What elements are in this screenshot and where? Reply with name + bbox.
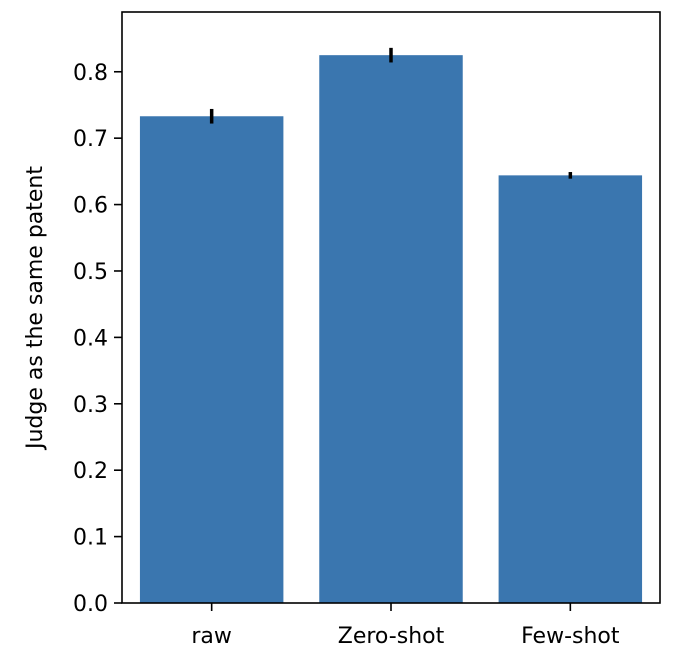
x-axis: raw Zero-shot Few-shot (191, 603, 620, 649)
bars-group (139, 55, 643, 604)
y-tick-label-5: 0.5 (73, 260, 108, 285)
y-tick-label-6: 0.6 (73, 194, 108, 219)
y-tick-label-0: 0.0 (73, 592, 108, 617)
y-axis: 0.0 0.1 0.2 0.3 0.4 0.5 0.6 0.7 0.8 (73, 61, 122, 617)
y-axis-label: Judge as the same patent (23, 166, 48, 451)
x-tick-label-0: raw (191, 624, 232, 649)
plot-frame (121, 11, 661, 604)
x-tick-label-1: Zero-shot (338, 624, 445, 649)
bar-2 (498, 175, 643, 604)
y-tick-label-7: 0.7 (73, 127, 108, 152)
error-bars-group (209, 47, 573, 179)
y-tick-label-4: 0.4 (73, 326, 108, 351)
bar-0 (139, 116, 284, 603)
bar-1 (319, 55, 463, 604)
y-tick-label-3: 0.3 (73, 393, 108, 418)
y-tick-label-2: 0.2 (73, 459, 108, 484)
y-tick-label-1: 0.1 (73, 526, 108, 551)
y-tick-label-8: 0.8 (73, 61, 108, 86)
x-tick-label-2: Few-shot (521, 624, 620, 649)
